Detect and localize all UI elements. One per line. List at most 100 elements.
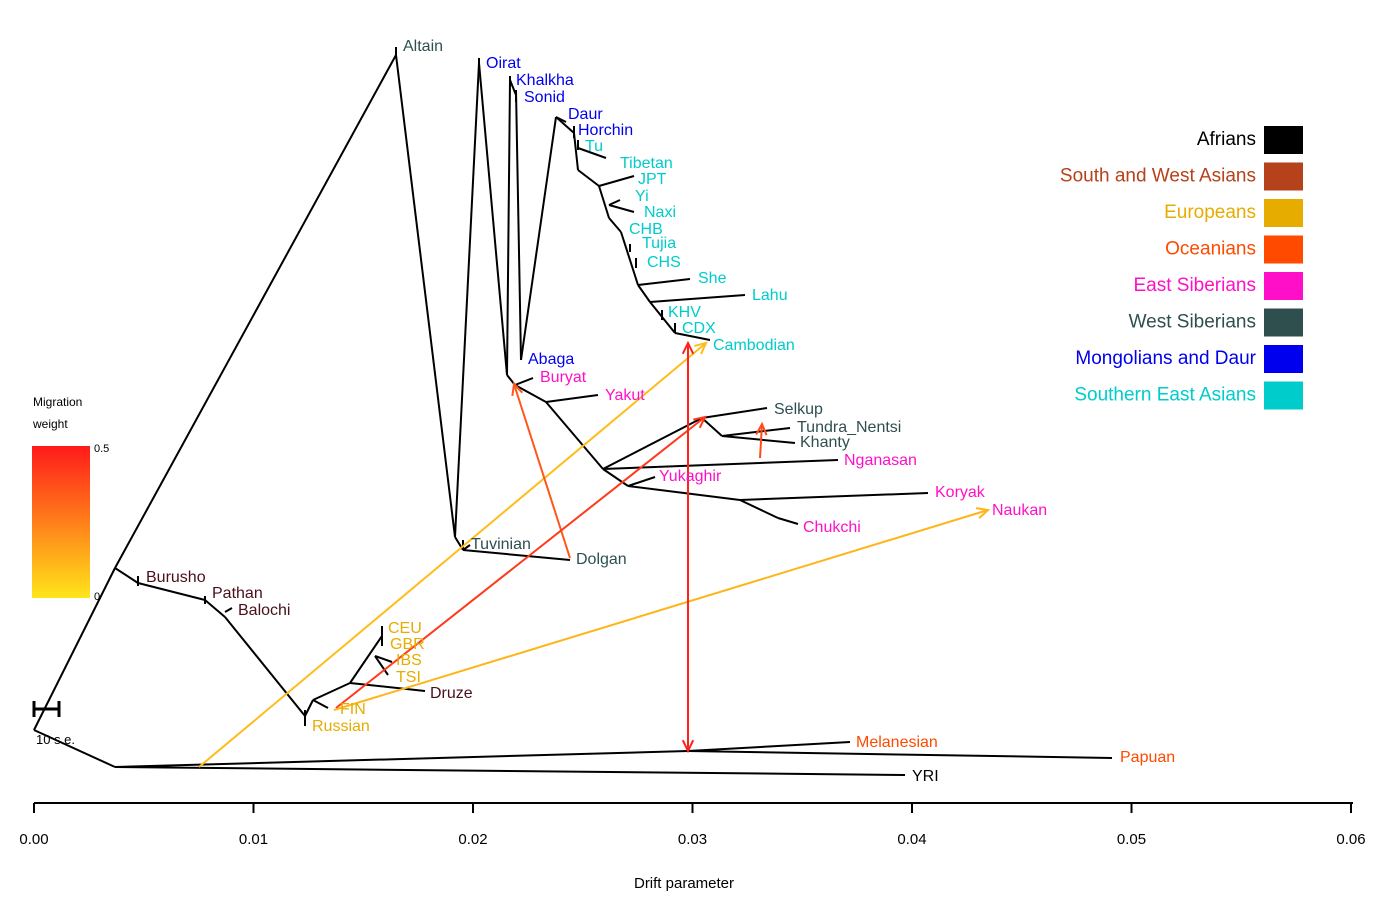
axis-tick-label: 0.06: [1336, 831, 1365, 848]
branch: [33, 729, 116, 768]
migration-edge: [333, 509, 989, 711]
branch: [602, 468, 629, 487]
axis-tick-label: 0.03: [678, 831, 707, 848]
branch: [312, 699, 329, 709]
leaf-label-druze: Druze: [430, 685, 473, 702]
leaf-label-oirat: Oirat: [486, 55, 521, 72]
migration-edge: [335, 416, 706, 709]
leaf-label-gbr: GBR: [390, 636, 425, 653]
migration-scale-max: 0.5: [94, 443, 109, 455]
leaf-label-yi: Yi: [635, 188, 649, 205]
leaf-label-sonid: Sonid: [524, 89, 565, 106]
branch: [608, 204, 635, 213]
branch: [374, 655, 393, 663]
branch: [462, 549, 571, 561]
leaf-label-yri: YRI: [912, 768, 939, 785]
leaf-label-russian: Russian: [312, 718, 370, 735]
leaf-label-pathan: Pathan: [212, 585, 263, 602]
leaf-label-tu: Tu: [585, 138, 603, 155]
leaf-label-dolgan: Dolgan: [576, 551, 627, 568]
branch: [598, 185, 610, 219]
branch: [506, 79, 511, 376]
branch: [545, 401, 604, 470]
branch: [701, 417, 723, 437]
leaf-label-tujia: Tujia: [642, 235, 676, 252]
leaf-label-selkup: Selkup: [774, 401, 823, 418]
branch: [701, 407, 768, 419]
leaf-label-she: She: [698, 270, 727, 287]
migration-arrowhead: [694, 341, 708, 355]
leaf-label-khanty: Khanty: [800, 434, 850, 451]
branch: [687, 750, 1113, 759]
legend-swatch: [1264, 126, 1303, 154]
branch: [137, 582, 206, 601]
leaf-label-chb: CHB: [629, 221, 663, 238]
leaf-label-balochi: Balochi: [238, 602, 290, 619]
branch: [577, 169, 600, 187]
leaf-label-lahu: Lahu: [752, 287, 788, 304]
branch: [514, 384, 547, 403]
legend-swatch: [1264, 199, 1303, 227]
leaf-label-khv: KHV: [668, 304, 701, 321]
migration-arrowhead: [681, 739, 695, 754]
leaf-label-ceu: CEU: [388, 620, 422, 637]
leaf-label-tuvinian: Tuvinian: [471, 536, 531, 553]
legend-swatch: [1264, 345, 1303, 373]
branch: [204, 599, 226, 618]
branch: [721, 427, 791, 437]
branch: [114, 54, 397, 569]
branch: [374, 655, 389, 676]
branch: [687, 741, 851, 752]
branch: [304, 699, 314, 717]
branch: [721, 435, 796, 444]
branch: [349, 682, 426, 692]
branch: [637, 278, 691, 286]
branch: [349, 635, 383, 684]
legend-swatch: [1264, 381, 1303, 410]
migration-edge: [198, 342, 707, 768]
axis-tick-label: 0.04: [897, 831, 926, 848]
leaf-label-naukan: Naukan: [992, 502, 1047, 519]
migration-scale-title: weight: [32, 417, 68, 431]
legend-swatch: [1264, 162, 1303, 191]
migration-color-bar: [32, 446, 90, 598]
branch: [545, 394, 599, 403]
branch: [224, 616, 306, 717]
branch: [577, 147, 607, 159]
leaf-label-tundra-nentsi: Tundra_Nentsi: [797, 419, 901, 436]
migration-arrowhead: [681, 340, 695, 355]
branch: [627, 476, 656, 487]
leaf-label-burusho: Burusho: [146, 569, 206, 586]
branch: [520, 116, 557, 361]
axis-tick-label: 0.02: [458, 831, 487, 848]
scale-bar-label: 10 s.e.: [36, 732, 75, 747]
leaf-label-abaga: Abaga: [528, 351, 574, 368]
branch: [602, 417, 703, 470]
leaf-label-buryat: Buryat: [540, 369, 587, 386]
leaf-label-nganasan: Nganasan: [844, 452, 917, 469]
scale-bar: 10 s.e.: [32, 701, 75, 747]
branch: [573, 132, 579, 171]
branch: [627, 485, 741, 501]
leaf-label-yakut: Yakut: [605, 387, 645, 404]
branch: [598, 175, 635, 187]
leaf-label-fin: FIN: [340, 701, 366, 718]
branch: [739, 499, 779, 519]
branch: [224, 607, 233, 613]
legend-label: Oceanians: [1165, 239, 1256, 260]
tree-branches: [33, 47, 1113, 776]
migration-arrowhead: [975, 507, 991, 519]
branch: [478, 62, 508, 376]
branch: [637, 284, 651, 303]
x-axis-label: Drift parameter: [634, 875, 734, 892]
axis-tick-label: 0.00: [19, 831, 48, 848]
migration-edge: [513, 383, 571, 559]
branch: [454, 62, 480, 538]
branch: [514, 377, 534, 386]
branch: [777, 517, 799, 525]
migration-arrowhead: [693, 415, 707, 429]
legend-label: West Siberians: [1129, 312, 1256, 333]
branch: [674, 332, 711, 341]
branch: [608, 217, 622, 233]
